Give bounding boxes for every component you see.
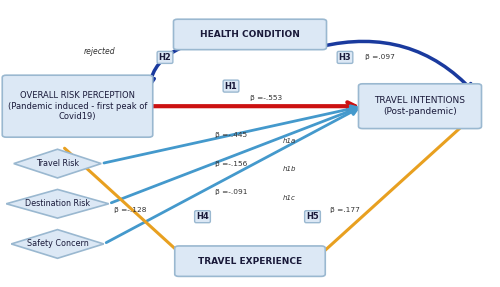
Text: OVERALL RISK PERCEPTION
(Pandemic induced - first peak of
Covid19): OVERALL RISK PERCEPTION (Pandemic induce…: [8, 91, 147, 121]
Text: β =-.156: β =-.156: [215, 161, 247, 166]
Text: β =-.091: β =-.091: [215, 189, 248, 195]
Text: Destination Risk: Destination Risk: [25, 199, 90, 208]
Text: β =-.445: β =-.445: [215, 132, 247, 138]
FancyBboxPatch shape: [174, 19, 326, 50]
Text: H5: H5: [306, 212, 319, 221]
Text: H4: H4: [196, 212, 209, 221]
Text: h1c: h1c: [282, 195, 296, 201]
Polygon shape: [12, 230, 104, 258]
Polygon shape: [14, 149, 101, 178]
FancyBboxPatch shape: [2, 75, 153, 137]
Text: β =.097: β =.097: [365, 55, 395, 60]
Text: β =-.128: β =-.128: [114, 207, 146, 213]
Text: rejected: rejected: [84, 47, 116, 56]
Text: TRAVEL EXPERIENCE: TRAVEL EXPERIENCE: [198, 257, 302, 266]
Text: H1: H1: [224, 82, 237, 91]
FancyBboxPatch shape: [175, 246, 326, 276]
Text: H3: H3: [338, 53, 351, 62]
Text: HEALTH CONDITION: HEALTH CONDITION: [200, 30, 300, 39]
Text: β =.177: β =.177: [330, 207, 360, 213]
Text: h1b: h1b: [282, 166, 296, 172]
Text: Safety Concern: Safety Concern: [26, 239, 88, 249]
Text: H2: H2: [158, 53, 172, 62]
Text: Travel Risk: Travel Risk: [36, 159, 79, 168]
Text: h1a: h1a: [282, 138, 296, 144]
Polygon shape: [6, 189, 109, 218]
FancyBboxPatch shape: [358, 84, 482, 129]
Text: β =-.553: β =-.553: [250, 95, 282, 100]
Text: TRAVEL INTENTIONS
(Post-pandemic): TRAVEL INTENTIONS (Post-pandemic): [374, 96, 466, 116]
